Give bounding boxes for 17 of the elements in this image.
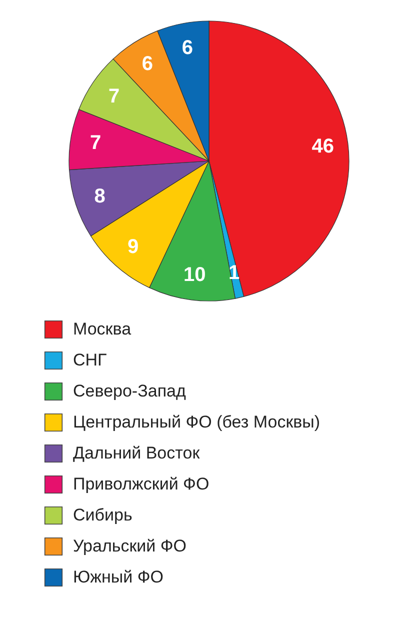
legend-label: Приволжский ФО <box>73 474 210 494</box>
legend-label: Москва <box>73 320 132 338</box>
legend-label: Северо-Запад <box>73 382 186 400</box>
legend-label: Южный ФО <box>73 568 164 586</box>
data-label: 46 <box>312 136 334 158</box>
legend-label: Сибирь <box>73 506 132 524</box>
data-label: 10 <box>183 264 206 286</box>
data-label: 6 <box>182 37 194 60</box>
legend-label: Центральный ФО (без Москвы) <box>73 412 320 432</box>
data-label: 9 <box>128 236 139 258</box>
legend-label: Дальний Восток <box>73 444 200 462</box>
data-label: 7 <box>90 132 102 154</box>
legend-label: СНГ <box>73 350 107 370</box>
data-label: 8 <box>94 185 106 208</box>
data-label: 6 <box>142 53 154 76</box>
data-label: 7 <box>108 85 120 108</box>
legend-label: Уральский ФО <box>73 536 187 556</box>
